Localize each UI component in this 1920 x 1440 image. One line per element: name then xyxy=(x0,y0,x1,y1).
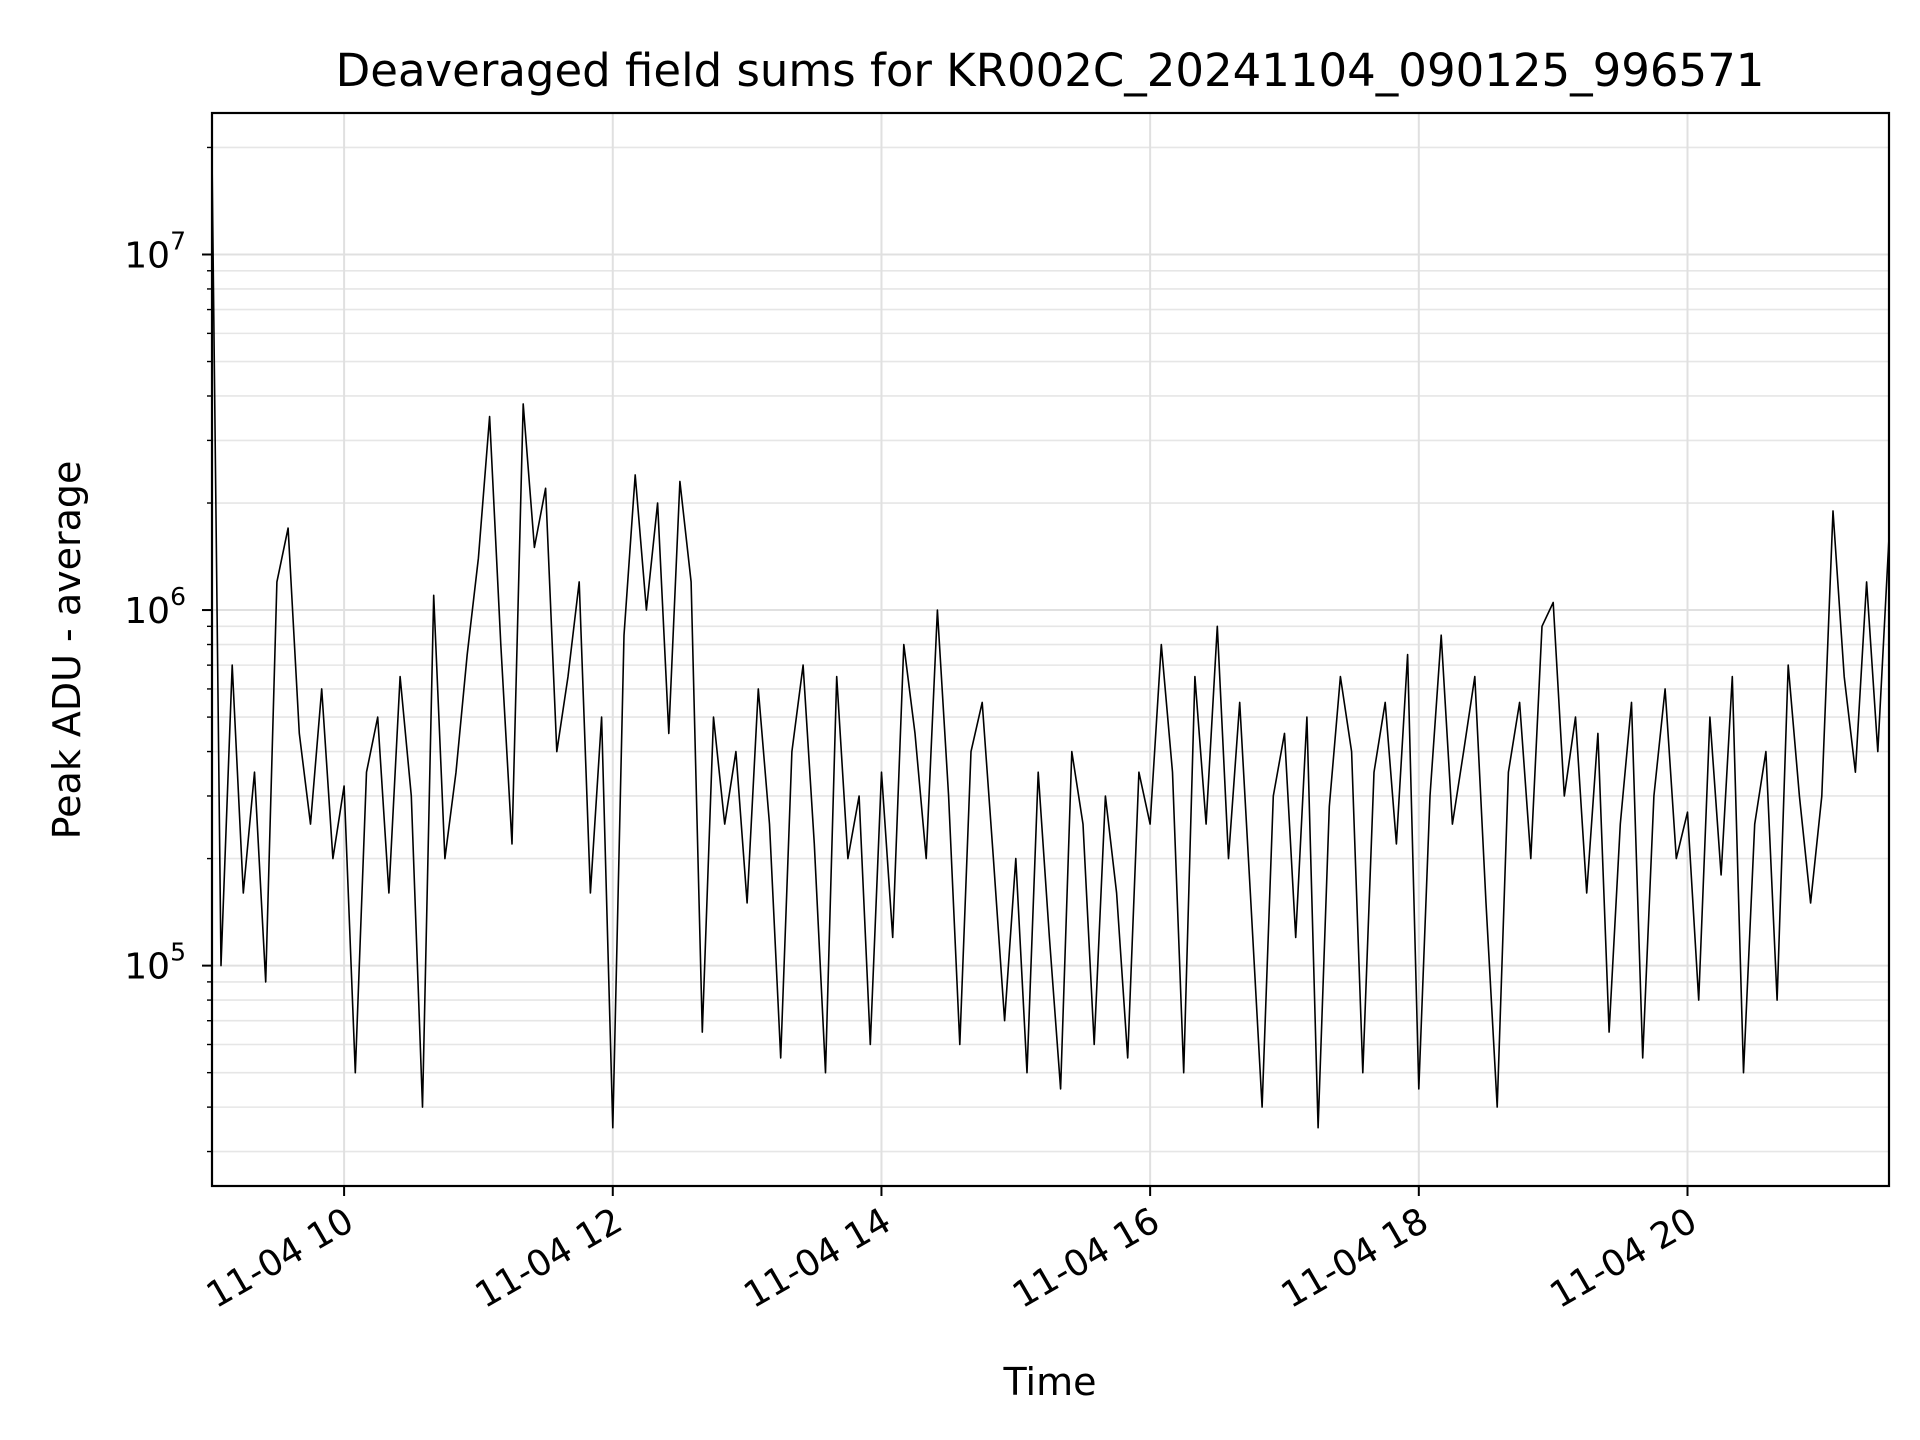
major-gridlines xyxy=(212,113,1889,1186)
series-trace xyxy=(211,155,1890,1129)
plot-frame xyxy=(210,111,1891,1188)
y-tick-label: 107 xyxy=(124,226,186,276)
y-axis-label: Peak ADU - average xyxy=(45,461,89,840)
series-line xyxy=(211,155,1890,1129)
y-axis-ticks: 105 106 107 xyxy=(124,226,212,988)
x-axis-label: Time xyxy=(1003,1360,1097,1404)
minor-gridlines xyxy=(207,146,1889,1153)
y-tick-label: 105 xyxy=(124,938,186,988)
y-tick-label: 106 xyxy=(124,582,186,632)
chart-title: Deaveraged field sums for KR002C_2024110… xyxy=(336,44,1765,97)
